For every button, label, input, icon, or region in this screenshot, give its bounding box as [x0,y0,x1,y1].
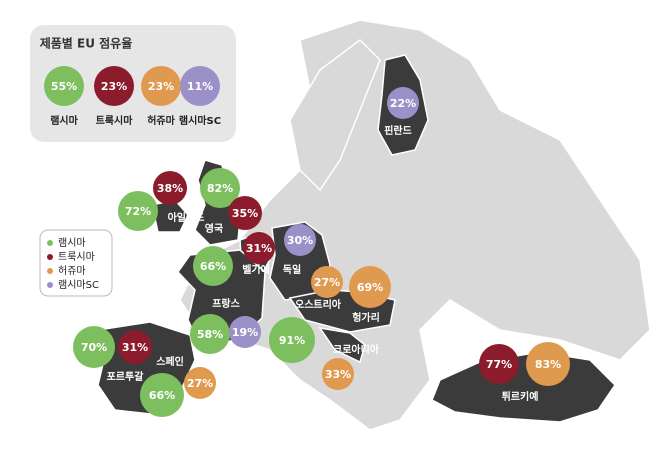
key-dot [47,254,53,260]
share-label: 27% [314,276,340,289]
share-label: 35% [232,207,258,220]
share-label: 33% [325,368,351,381]
share-bubble [190,314,230,354]
share-bubble [269,317,315,363]
legend-name: 램시마 [50,114,78,127]
share-bubble [140,373,184,417]
share-bubble [243,232,275,264]
share-label: 27% [187,377,213,390]
country-label: 아일랜드 [168,211,205,224]
share-bubble [349,266,391,308]
legend-share: 23% [148,80,174,93]
share-bubble [118,330,152,364]
key-label: 램시마SC [58,279,99,291]
key-box [39,229,113,297]
share-label: 66% [149,389,175,402]
legend-share: 55% [51,80,77,93]
share-bubble [193,246,233,286]
legend-circle [94,66,134,106]
share-label: 72% [125,205,151,218]
key-dot [47,282,53,288]
share-label: 19% [232,326,258,339]
country-label: 핀란드 [384,124,412,137]
country-label: 독일 [283,263,301,276]
legend-share: 23% [101,80,127,93]
share-label: 38% [157,182,183,195]
share-bubble [322,358,354,390]
share-bubble [118,191,158,231]
legend-name: 램시마SC [179,114,221,127]
share-bubble [311,266,343,298]
share-label: 69% [357,281,383,294]
country-label: 스페인 [156,355,184,368]
share-bubble [479,344,519,384]
share-label: 30% [287,234,313,247]
country-label: 영국 [205,222,223,235]
share-bubble [228,196,262,230]
share-label: 31% [122,341,148,354]
share-label: 58% [197,328,223,341]
country-label: 프랑스 [212,298,240,310]
legend-circle [44,66,84,106]
share-bubble [73,326,115,368]
scandinavia [289,39,381,192]
legend-title: 제품별 EU 점유율 [40,36,133,51]
share-label: 66% [200,260,226,273]
legend-circle [180,66,220,106]
legend-share: 11% [187,80,213,93]
share-label: 91% [279,334,305,347]
share-bubble [526,342,570,386]
share-label: 31% [246,242,272,255]
share-label: 83% [535,358,561,371]
country-label: 크로아티아 [333,343,380,356]
country-label: 튀르키예 [502,390,539,403]
key-label: 트룩시마 [58,251,95,263]
key-dot [47,240,53,246]
share-label: 77% [486,358,512,371]
legend-name: 허쥬마 [147,114,175,127]
share-bubble [153,171,187,205]
turkey [431,351,616,423]
croatia [318,326,366,364]
share-bubble [387,87,419,119]
country-label: 오스트리아 [295,298,342,311]
legend-name: 트룩시마 [96,114,134,127]
share-label: 82% [207,182,233,195]
country-label: 헝가리 [352,311,380,324]
country-label: 포르투갈 [107,370,145,383]
share-bubble [200,168,240,208]
key-dot [47,268,53,274]
share-bubble [229,316,261,348]
country-label: 벨기에 [242,263,270,276]
share-label: 70% [81,341,107,354]
share-bubble [184,367,216,399]
key-label: 램시마 [58,237,86,249]
legend-circle [141,66,181,106]
share-bubble [284,224,316,256]
key-label: 허쥬마 [58,265,86,277]
share-label: 22% [390,97,416,110]
